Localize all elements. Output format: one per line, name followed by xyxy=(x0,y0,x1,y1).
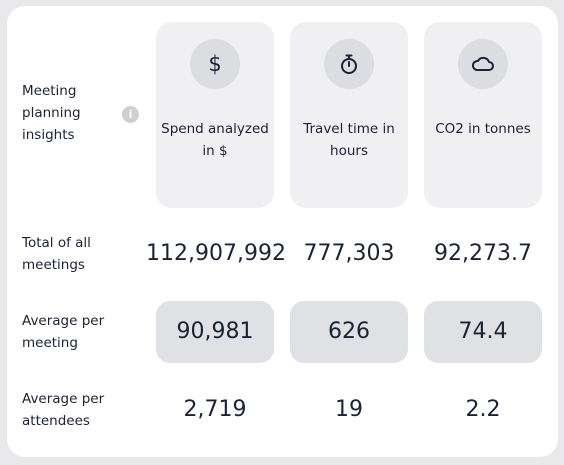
column-co2: CO2 in tonnes xyxy=(424,22,542,208)
row-label-total: Total of all meetings xyxy=(22,235,91,273)
svg-text:$: $ xyxy=(208,52,221,76)
average-meeting-spend-pill xyxy=(156,301,274,363)
average-attendees-spend-value: 2,719 xyxy=(183,397,247,422)
average-attendees-travel-value: 19 xyxy=(335,397,363,422)
column-title-co2: CO2 in tonnes xyxy=(435,121,531,137)
row-label-average-meeting: Average per meeting xyxy=(22,313,105,351)
total-travel-value: 777,303 xyxy=(303,241,395,266)
row-label-average-attendees: Average per attendees xyxy=(22,391,105,429)
section-title: Meeting planning insights xyxy=(22,83,81,143)
dollar-icon: $ xyxy=(190,39,240,89)
cloud-icon xyxy=(458,39,508,89)
insights-card: Meeting planning insights i $ Spend anal… xyxy=(7,6,558,457)
info-icon[interactable]: i xyxy=(122,106,139,123)
average-meeting-spend-value: 90,981 xyxy=(176,319,254,344)
average-meeting-travel-pill xyxy=(290,301,408,363)
total-spend-value: 112,907,992 xyxy=(146,241,286,266)
column-spend: $ Spend analyzed in $ xyxy=(156,22,274,208)
average-meeting-travel-value: 626 xyxy=(328,319,370,344)
total-co2-value: 92,273.7 xyxy=(434,241,532,266)
stopwatch-icon xyxy=(324,39,374,89)
average-meeting-co2-value: 74.4 xyxy=(458,319,508,344)
average-meeting-co2-pill xyxy=(424,301,542,363)
average-attendees-co2-value: 2.2 xyxy=(465,397,501,422)
column-title-travel-time: Travel time in hours xyxy=(303,121,395,159)
column-travel-time: Travel time in hours xyxy=(290,22,408,208)
column-title-spend: Spend analyzed in $ xyxy=(161,121,269,159)
